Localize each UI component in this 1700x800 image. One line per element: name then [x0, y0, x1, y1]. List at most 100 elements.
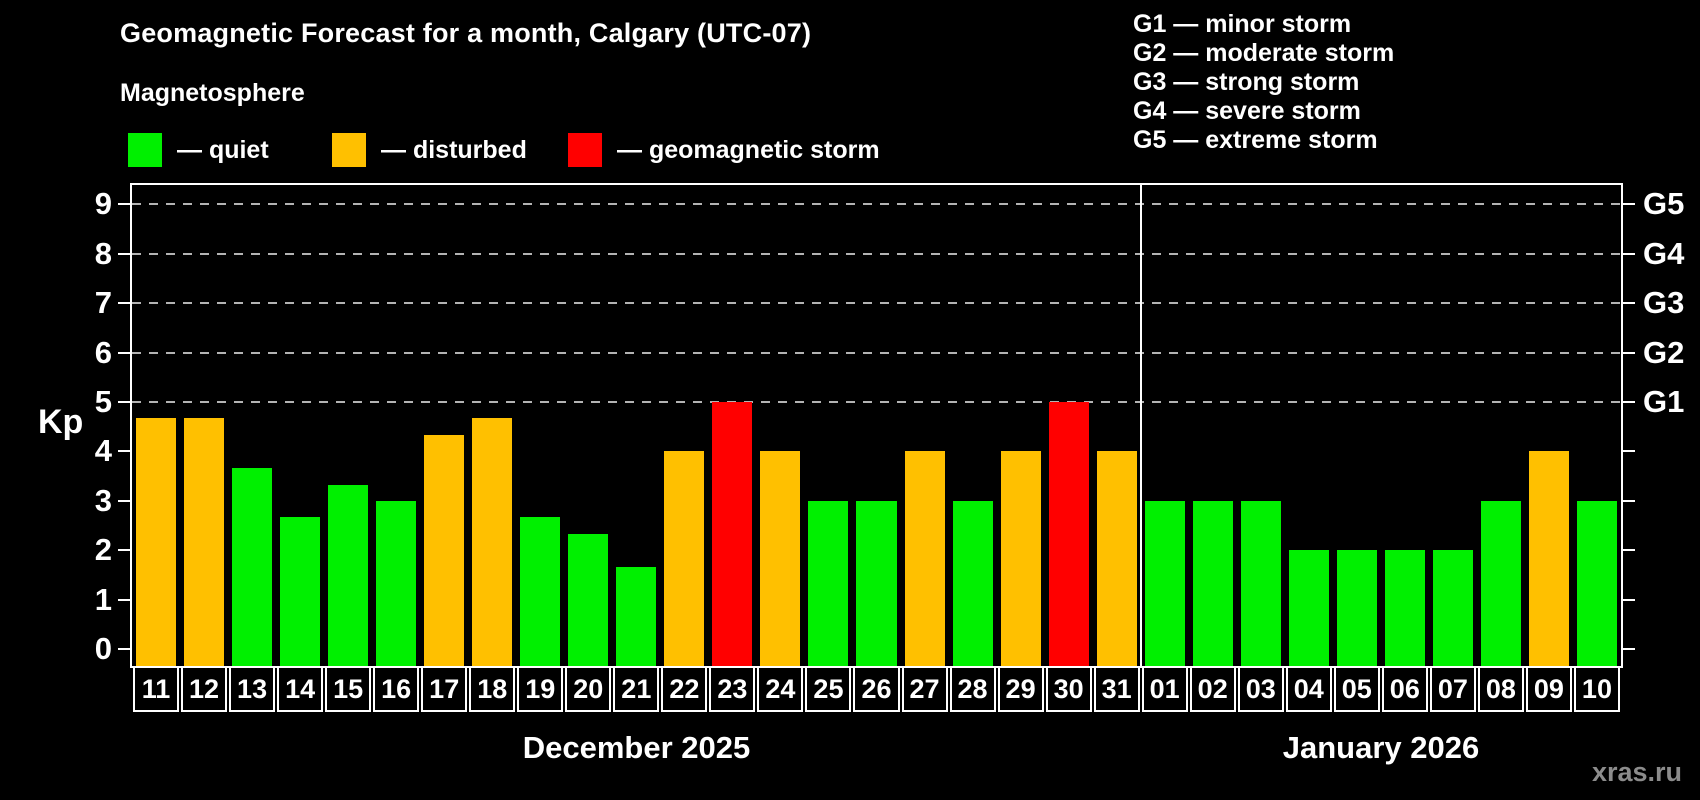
y-tick-label-3: 3: [94, 482, 112, 518]
day-slot: 30: [1045, 666, 1093, 712]
month-label-december: December 2025: [522, 730, 751, 765]
storm-scale-line: G1 — minor storm: [1133, 10, 1352, 38]
kp-bar-12: [184, 418, 225, 666]
storm-scale-line: G2 — moderate storm: [1133, 39, 1395, 67]
kp-bar-13: [232, 467, 273, 666]
day-label-31: 31: [1093, 666, 1140, 712]
day-slot: 10: [1573, 666, 1621, 712]
kp-bar-08: [1480, 500, 1521, 666]
day-label-23: 23: [709, 666, 756, 712]
day-label-17: 17: [421, 666, 468, 712]
day-label-19: 19: [517, 666, 564, 712]
day-label-29: 29: [997, 666, 1044, 712]
day-label-18: 18: [469, 666, 516, 712]
month-separator-line: [1139, 185, 1142, 666]
y-tick-label-4: 4: [94, 433, 112, 469]
day-label-13: 13: [229, 666, 276, 712]
quiet-swatch-icon: [128, 133, 162, 167]
day-label-02: 02: [1189, 666, 1236, 712]
day-label-26: 26: [853, 666, 900, 712]
day-slot: 11: [132, 666, 180, 712]
day-label-07: 07: [1429, 666, 1476, 712]
g-level-label-G4: G4: [1643, 235, 1685, 271]
gridline-kp9: [132, 203, 1621, 206]
day-slot: 23: [708, 666, 756, 712]
storm-swatch-icon: [568, 133, 602, 167]
y-tick-label-5: 5: [94, 384, 112, 419]
day-label-03: 03: [1237, 666, 1284, 712]
day-slot: 16: [372, 666, 420, 712]
kp-bar-10: [1576, 500, 1617, 666]
day-label-15: 15: [325, 666, 372, 712]
gridline-kp5: [132, 401, 1621, 403]
storm-scale-legend: G1 — minor storm G2 — moderate storm G3 — …: [1133, 10, 1394, 155]
y-tick-label-6: 6: [94, 334, 112, 370]
y-tick-label-1: 1: [94, 581, 112, 617]
kp-bar-02: [1192, 500, 1233, 666]
day-label-24: 24: [757, 666, 804, 712]
y-tick-right-8: [1623, 252, 1635, 255]
kp-bar-14: [280, 517, 321, 666]
y-tick-right-5: [1623, 401, 1635, 403]
y-tick-left-4: [118, 450, 130, 453]
legend-item-quiet: — quiet: [128, 130, 269, 170]
y-tick-right-1: [1623, 598, 1635, 601]
legend-item-disturbed: — disturbed: [332, 130, 527, 170]
kp-bar-27: [904, 451, 945, 666]
legend-label: — disturbed: [381, 135, 527, 164]
day-label-06: 06: [1381, 666, 1428, 712]
y-tick-right-4: [1623, 450, 1635, 453]
day-label-11: 11: [133, 666, 180, 712]
storm-scale-line: G5 — extreme storm: [1133, 126, 1378, 154]
day-slot: 26: [852, 666, 900, 712]
gridline-kp6: [132, 351, 1621, 354]
day-label-27: 27: [901, 666, 948, 712]
kp-bar-09: [1528, 451, 1569, 666]
day-label-20: 20: [565, 666, 612, 712]
kp-bar-25: [808, 500, 849, 666]
disturbed-swatch-icon: [332, 133, 366, 167]
y-tick-left-1: [118, 598, 130, 601]
kp-bar-03: [1240, 500, 1281, 666]
day-labels-row: 11 12 13 14 15 16 17 18 19 20 21 22 23 24 25 26 27 28 29 30…: [132, 666, 1621, 712]
day-slot: 21: [612, 666, 660, 712]
y-tick-left-5: [118, 401, 130, 403]
day-label-30: 30: [1045, 666, 1092, 712]
day-slot: 20: [564, 666, 612, 712]
day-label-10: 10: [1573, 666, 1620, 712]
y-tick-right-6: [1623, 351, 1635, 354]
legend-label: — quiet: [177, 135, 269, 164]
y-tick-left-8: [118, 252, 130, 255]
day-slot: 03: [1237, 666, 1285, 712]
day-label-21: 21: [613, 666, 660, 712]
day-slot: 09: [1525, 666, 1573, 712]
day-slot: 19: [516, 666, 564, 712]
g-level-label-G2: G2: [1643, 334, 1685, 370]
storm-scale-line: G4 — severe storm: [1133, 97, 1361, 125]
y-tick-label-0: 0: [94, 631, 112, 666]
y-tick-left-2: [118, 549, 130, 552]
day-label-01: 01: [1141, 666, 1188, 712]
gridline-kp8: [132, 252, 1621, 255]
kp-bar-22: [664, 451, 705, 666]
kp-bar-19: [520, 517, 561, 666]
day-slot: 31: [1093, 666, 1141, 712]
legend-item-storm: — geomagnetic storm: [568, 130, 880, 170]
g-level-label-G3: G3: [1643, 285, 1685, 321]
y-tick-left-9: [118, 203, 130, 206]
kp-bar-04: [1288, 550, 1329, 666]
y-tick-right-9: [1623, 203, 1635, 206]
y-tick-label-8: 8: [94, 235, 112, 271]
day-label-08: 08: [1477, 666, 1524, 712]
day-slot: 28: [949, 666, 997, 712]
watermark: xras.ru: [1591, 757, 1682, 787]
y-tick-label-2: 2: [94, 532, 112, 568]
day-slot: 02: [1189, 666, 1237, 712]
day-slot: 07: [1429, 666, 1477, 712]
kp-bar-05: [1336, 550, 1377, 666]
kp-bar-28: [952, 500, 993, 666]
day-slot: 01: [1141, 666, 1189, 712]
magnetosphere-label: Magnetosphere: [120, 79, 305, 107]
day-label-09: 09: [1525, 666, 1572, 712]
kp-bar-07: [1432, 550, 1473, 666]
